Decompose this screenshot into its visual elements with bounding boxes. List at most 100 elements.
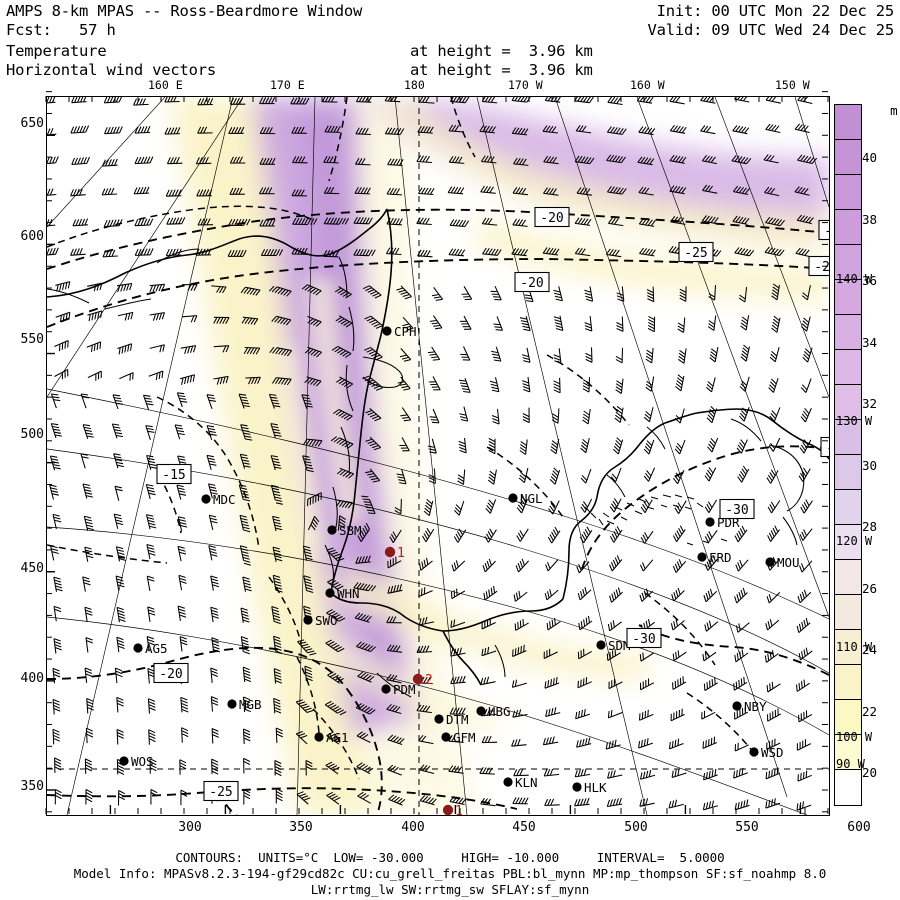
wind-barb-flag bbox=[801, 384, 808, 391]
station-marker-pdr[interactable] bbox=[705, 517, 715, 527]
wind-barb-flag bbox=[147, 430, 155, 433]
wind-barb-flag bbox=[389, 704, 395, 711]
wind-barb-flag bbox=[641, 592, 645, 600]
station-marker-cph[interactable] bbox=[382, 326, 392, 336]
wind-barb-flag bbox=[148, 492, 156, 496]
wind-barb-flag bbox=[677, 738, 680, 746]
station-marker-sbm[interactable] bbox=[327, 525, 337, 535]
station-marker-mou[interactable] bbox=[765, 557, 775, 567]
wind-barb-flag bbox=[207, 248, 212, 256]
wind-barb-flag bbox=[584, 586, 588, 594]
station-marker-ag1[interactable] bbox=[314, 732, 324, 742]
station-marker-hlk[interactable] bbox=[572, 782, 582, 792]
wind-barb-flag bbox=[424, 507, 431, 514]
station-marker-pdm[interactable] bbox=[381, 684, 391, 694]
wind-barb-shaft bbox=[164, 100, 180, 103]
wind-barb-flag bbox=[51, 461, 60, 464]
wind-barb-flag bbox=[110, 126, 114, 134]
station-marker-whn[interactable] bbox=[325, 588, 335, 598]
wind-barb-flag bbox=[170, 97, 174, 103]
wind-barb-shaft bbox=[164, 133, 180, 135]
wind-barb-flag bbox=[646, 470, 652, 477]
red-marker-3[interactable] bbox=[442, 804, 454, 815]
wind-barb-flag bbox=[111, 249, 116, 257]
wind-barb-flag bbox=[312, 320, 319, 326]
wind-barb-flag bbox=[704, 536, 709, 543]
station-marker-wsd[interactable] bbox=[749, 747, 759, 757]
wind-barb-shaft bbox=[795, 252, 811, 258]
wind-barb-flag bbox=[488, 248, 493, 255]
wind-barb-flag bbox=[678, 559, 683, 566]
station-marker-wos[interactable] bbox=[119, 756, 129, 766]
wind-barb-flag bbox=[180, 789, 188, 794]
wind-barb-flag bbox=[359, 583, 365, 590]
wind-barb-flag bbox=[296, 731, 303, 735]
wind-barb-flag bbox=[390, 127, 396, 135]
wind-barb-flag bbox=[109, 219, 114, 227]
wind-barb-shaft bbox=[54, 368, 68, 377]
wind-barb-flag bbox=[229, 187, 234, 195]
wind-barb-flag bbox=[85, 758, 92, 763]
wind-barb-flag bbox=[274, 466, 282, 469]
wind-barb-flag bbox=[643, 448, 650, 455]
wind-barb-shaft bbox=[432, 408, 440, 424]
station-marker-mgb[interactable] bbox=[227, 699, 237, 709]
wind-barb-flag bbox=[52, 425, 60, 429]
wind-barb-flag bbox=[609, 564, 613, 572]
wind-barb-flag bbox=[452, 796, 458, 803]
wind-barb-flag bbox=[584, 528, 590, 536]
wind-barb-flag bbox=[707, 185, 714, 192]
wind-barb-flag bbox=[771, 410, 777, 417]
wind-barb-flag bbox=[130, 312, 134, 320]
station-marker-ngl[interactable] bbox=[508, 493, 518, 503]
wind-barb-flag bbox=[483, 592, 486, 600]
station-marker-sdm[interactable] bbox=[596, 640, 606, 650]
wind-barb-flag bbox=[273, 700, 281, 705]
wind-barb-flag bbox=[304, 461, 312, 464]
wind-barb-flag bbox=[178, 490, 186, 493]
station-marker-frd[interactable] bbox=[697, 552, 707, 562]
wind-barb-flag bbox=[339, 711, 347, 716]
station-marker-dtm[interactable] bbox=[434, 714, 444, 724]
wind-barb-shaft bbox=[213, 375, 229, 380]
wind-barb-shaft bbox=[326, 735, 340, 745]
map-plot-area[interactable]: CPH MDC SBM NGL PDR FRD MOU WHN SWO AG5 SDM PDM MGB D… bbox=[46, 96, 830, 816]
wind-barb-flag bbox=[586, 526, 591, 534]
station-marker-nby[interactable] bbox=[732, 701, 742, 711]
station-marker-hbg[interactable] bbox=[476, 706, 486, 716]
wind-barb-flag bbox=[337, 678, 344, 683]
wind-barb-shaft bbox=[87, 370, 102, 379]
wind-barb-flag bbox=[276, 730, 283, 735]
station-marker-gfm[interactable] bbox=[441, 732, 451, 742]
wind-barb-flag bbox=[328, 610, 336, 615]
wind-barb-flag bbox=[426, 126, 431, 133]
wind-speed-colorbar[interactable] bbox=[834, 104, 862, 806]
station-marker-swo[interactable] bbox=[303, 615, 313, 625]
wind-barb-flag bbox=[606, 653, 609, 661]
wind-barb-flag bbox=[429, 126, 434, 134]
wind-barb-flag bbox=[209, 98, 214, 105]
wind-barb-flag bbox=[610, 97, 616, 104]
wind-barb-flag bbox=[741, 187, 747, 194]
wind-barb-flag bbox=[491, 126, 496, 133]
wind-barb-shaft bbox=[85, 637, 89, 653]
station-marker-kln[interactable] bbox=[503, 777, 513, 787]
wind-barb-flag bbox=[116, 549, 124, 553]
wind-barb-flag bbox=[517, 248, 523, 256]
wind-barb-flag bbox=[212, 615, 219, 619]
wind-barb-flag bbox=[335, 410, 342, 416]
wind-barb-flag bbox=[304, 611, 312, 615]
red-marker-1[interactable] bbox=[384, 546, 396, 558]
wind-barb-flag bbox=[252, 289, 258, 296]
wind-barb-flag bbox=[84, 515, 92, 519]
red-marker-2[interactable] bbox=[412, 673, 424, 685]
wind-barb-flag bbox=[273, 620, 281, 625]
wind-barb-shaft bbox=[134, 192, 150, 195]
wind-barb-flag bbox=[216, 286, 221, 293]
station-marker-ag5[interactable] bbox=[133, 643, 143, 653]
wind-barb-flag bbox=[460, 418, 468, 422]
station-marker-mdc[interactable] bbox=[201, 494, 211, 504]
wind-barb-flag bbox=[454, 766, 460, 773]
wind-barb-flag bbox=[704, 563, 709, 571]
wind-barb-flag bbox=[615, 386, 622, 391]
